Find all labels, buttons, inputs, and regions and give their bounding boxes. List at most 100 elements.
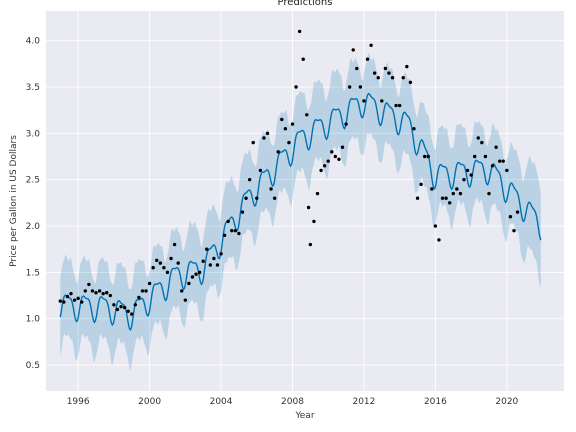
observed-point [69, 291, 73, 296]
observed-point [151, 266, 155, 270]
observed-point [87, 282, 91, 287]
observed-point [465, 168, 470, 173]
observed-point [280, 117, 284, 122]
y-axis-label: Price per Gallon in US Dollars [9, 135, 19, 267]
observed-point [65, 294, 70, 299]
observed-point [497, 159, 502, 163]
observed-point [233, 228, 238, 233]
observed-point [169, 256, 173, 261]
observed-point [422, 154, 427, 159]
observed-point [358, 85, 363, 89]
observed-point [326, 159, 330, 163]
observed-point [340, 145, 345, 149]
y-tick-label: 3.0 [26, 129, 41, 139]
y-tick-label: 4.0 [26, 37, 41, 47]
observed-point [337, 157, 341, 161]
plot-area [46, 11, 564, 391]
observed-point [294, 85, 298, 89]
observed-point [272, 196, 277, 200]
observed-point [130, 312, 134, 316]
observed-point [397, 103, 402, 108]
observed-point [269, 187, 273, 191]
observed-point [162, 266, 166, 270]
observed-point [140, 289, 145, 293]
observed-point [512, 228, 516, 233]
observed-point [508, 215, 513, 219]
observed-point [183, 298, 188, 302]
observed-point [212, 256, 216, 261]
observed-point [187, 281, 191, 286]
observed-point [301, 57, 305, 61]
y-tick-label: 0.5 [26, 361, 40, 371]
observed-point [330, 150, 334, 154]
x-tick-label: 1996 [67, 397, 90, 407]
observed-point [472, 154, 477, 159]
observed-point [494, 145, 498, 149]
chart-title: Predictions [278, 0, 333, 8]
observed-point [251, 140, 255, 145]
observed-point [255, 196, 259, 200]
x-tick-labels: 1996 2000 2004 2008 2012 2016 2020 [67, 397, 519, 407]
observed-point [105, 291, 109, 295]
observed-point [76, 296, 80, 301]
observed-point [440, 196, 445, 200]
observed-point [319, 168, 323, 173]
observed-point [433, 224, 438, 228]
y-tick-label: 1.5 [26, 268, 40, 278]
observed-point [80, 300, 84, 304]
observed-point [147, 281, 152, 286]
observed-point [237, 231, 241, 236]
observed-point [276, 150, 280, 154]
y-tick-label: 2.0 [26, 222, 41, 232]
observed-point [112, 303, 116, 307]
observed-point [305, 113, 309, 117]
observed-point [408, 80, 413, 85]
observed-point [390, 76, 395, 80]
observed-point [501, 159, 505, 163]
observed-point [490, 164, 495, 168]
observed-point [208, 263, 213, 267]
observed-point [430, 187, 434, 191]
y-tick-label: 1.0 [26, 315, 41, 325]
observed-point [258, 168, 263, 173]
observed-point [108, 293, 113, 298]
observed-point [205, 247, 209, 251]
observed-point [219, 252, 223, 256]
observed-point [469, 173, 473, 177]
observed-point [265, 131, 270, 136]
observed-point [287, 140, 291, 145]
observed-point [476, 136, 480, 140]
observed-point [369, 43, 373, 47]
observed-point [190, 275, 195, 279]
observed-point [347, 85, 352, 89]
observed-point [426, 154, 430, 159]
observed-point [115, 307, 120, 312]
observed-point [244, 196, 248, 200]
observed-point [94, 291, 98, 295]
observed-point [355, 66, 359, 71]
observed-point [380, 99, 384, 103]
observed-point [462, 177, 466, 182]
y-tick-labels: 0.5 1.0 1.5 2.0 2.5 3.0 3.5 4.0 [26, 37, 41, 371]
observed-point [372, 71, 377, 75]
observed-point [222, 233, 227, 237]
observed-point [483, 154, 488, 159]
observed-point [215, 263, 220, 267]
observed-point [122, 305, 127, 310]
observed-point [515, 210, 520, 214]
observed-point [290, 122, 295, 126]
x-tick-label: 2000 [138, 397, 161, 407]
observed-point [262, 136, 266, 140]
x-tick-label: 2012 [352, 397, 375, 407]
observed-point [155, 258, 159, 263]
observed-point [383, 66, 388, 71]
observed-point [72, 298, 77, 302]
observed-point [144, 289, 148, 293]
observed-points [58, 29, 520, 316]
observed-point [83, 289, 87, 293]
observed-point [230, 228, 234, 233]
observed-point [119, 304, 123, 309]
observed-point [401, 76, 405, 80]
forecast-line [59, 92, 542, 332]
x-tick-label: 2020 [495, 397, 518, 407]
